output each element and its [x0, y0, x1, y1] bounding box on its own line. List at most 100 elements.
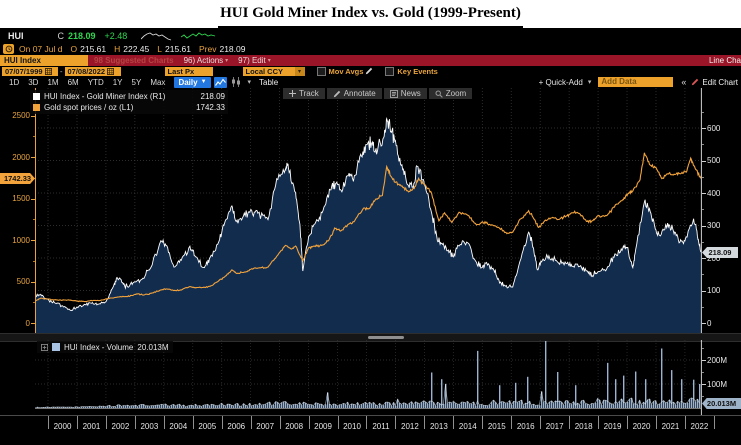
volume-axis-label: 200M — [707, 355, 728, 365]
menu-edit[interactable]: 97) Edit — [238, 56, 266, 65]
axis-tick — [33, 302, 35, 304]
calendar-icon — [107, 67, 115, 75]
right-axis-label: 0 — [707, 318, 712, 328]
currency-dropdown-icon[interactable]: ▾ — [294, 66, 305, 76]
menu-suggested-charts[interactable]: 98 Suggested Charts — [94, 56, 174, 65]
ticker-row: HUI C 218.09 +2.48 — [0, 30, 741, 42]
right-axis-label: 300 — [707, 221, 721, 230]
period-button-max[interactable]: Max — [150, 77, 166, 87]
x-axis-tick — [250, 416, 252, 429]
chart-region: HUI Index - Gold Miner Index (R1) 218.09… — [0, 88, 741, 445]
table-button[interactable]: Table — [259, 77, 279, 87]
x-axis-year-label: 2002 — [111, 422, 130, 431]
x-axis-year-label: 2003 — [140, 422, 159, 431]
x-axis-year-label: 2005 — [198, 422, 217, 431]
right-axis-label: 400 — [707, 188, 721, 198]
quick-add-caret-icon[interactable]: ▾ — [587, 79, 592, 86]
legend-item-gold[interactable]: Gold spot prices / oz (L1) 1742.33 — [33, 102, 225, 113]
collapse-button[interactable]: « — [681, 77, 687, 87]
left-axis-label: 2000 — [12, 152, 30, 162]
period-button-6m[interactable]: 6M — [67, 77, 79, 87]
period-button-1y[interactable]: 1Y — [112, 77, 123, 87]
frequency-select[interactable]: Daily ▼ — [174, 76, 211, 88]
open-label: O — [70, 43, 78, 54]
end-date-input[interactable]: 07/08/2022 — [64, 66, 121, 76]
news-icon — [389, 89, 398, 98]
menu-actions[interactable]: 96) Actions — [183, 56, 224, 65]
x-axis-year-label: 2010 — [343, 422, 361, 431]
mov-avgs-label: Mov Avgs — [328, 66, 364, 76]
annotate-button[interactable]: Annotate — [326, 88, 382, 99]
x-axis-year-label: 2018 — [574, 422, 593, 431]
volume-series-swatch — [52, 343, 60, 351]
period-button-1d[interactable]: 1D — [9, 77, 20, 87]
terminal-window: HUI C 218.09 +2.48 On 07 Jul d O 215.61 … — [0, 28, 741, 445]
gold-series-swatch — [33, 104, 40, 111]
divider-drag-handle[interactable] — [368, 336, 404, 339]
x-axis-year-label: 2022 — [690, 422, 709, 431]
hui-line — [35, 116, 702, 312]
chart-tools-toolbar: Track Annotate News Zoom — [283, 88, 473, 99]
x-axis-tick — [511, 416, 513, 429]
key-events-checkbox[interactable] — [385, 66, 395, 76]
quick-add-button[interactable]: + Quick-Add — [538, 77, 583, 87]
prev-label: Prev — [198, 43, 217, 54]
period-button-ytd[interactable]: YTD — [87, 77, 104, 87]
track-button[interactable]: Track — [283, 88, 325, 99]
period-button-5y[interactable]: 5Y — [131, 77, 142, 87]
legend-label: Gold spot prices / oz (L1) — [44, 103, 134, 112]
volume-chart-plot[interactable] — [35, 340, 702, 415]
line-chart-type-icon[interactable] — [213, 76, 227, 88]
legend-item-hui[interactable]: HUI Index - Gold Miner Index (R1) 218.09 — [33, 91, 225, 102]
x-axis-tick — [163, 416, 165, 429]
ticker-symbol: HUI — [8, 31, 24, 41]
start-date-value: 07/07/1999 — [5, 66, 43, 76]
price-chart-plot[interactable] — [35, 88, 702, 333]
x-axis-year-label: 2007 — [256, 422, 275, 431]
gold-line — [35, 152, 702, 303]
tool-label: Track — [299, 89, 319, 98]
axis-tick — [33, 136, 35, 138]
magnifier-icon — [435, 89, 443, 98]
axis-tick — [702, 360, 706, 361]
pencil-icon — [333, 90, 341, 98]
legend-value: 218.09 — [200, 92, 225, 101]
start-date-input[interactable]: 07/07/1999 — [2, 66, 58, 76]
news-button[interactable]: News — [383, 88, 427, 99]
caret-down-icon: ▾ — [225, 58, 229, 64]
plus-icon — [289, 90, 296, 97]
security-tab[interactable]: HUI Index — [0, 55, 88, 66]
ohlc-row: On 07 Jul d O 215.61 H 222.45 L 215.61 P… — [0, 43, 741, 54]
x-axis-tick — [482, 416, 484, 429]
x-axis-tick — [598, 416, 600, 429]
candlestick-chart-type-icon[interactable] — [230, 77, 243, 88]
panel-divider[interactable] — [0, 333, 741, 342]
add-data-input[interactable]: Add Data — [598, 77, 674, 87]
expand-icon[interactable] — [41, 343, 48, 351]
caret-down-icon: ▼ — [200, 78, 207, 85]
left-axis-label: 1500 — [12, 194, 30, 203]
alarm-clock-icon[interactable] — [3, 43, 14, 54]
chart-type-dropdown-icon[interactable]: ▾ — [247, 79, 252, 86]
price-field-select[interactable]: Last Px — [164, 66, 213, 76]
x-axis-year-label: 2004 — [169, 422, 188, 431]
end-date-value: 07/08/2022 — [67, 66, 106, 76]
mov-avgs-checkbox[interactable] — [316, 66, 326, 76]
period-button-1m[interactable]: 1M — [47, 77, 59, 87]
chart-legend: HUI Index - Gold Miner Index (R1) 218.09… — [30, 90, 228, 114]
x-axis-tick — [192, 416, 194, 429]
left-axis-label: 0 — [25, 318, 30, 328]
zoom-button[interactable]: Zoom — [428, 88, 473, 99]
tool-label: News — [400, 89, 421, 98]
period-button-3d[interactable]: 3D — [28, 77, 39, 87]
axis-tick — [31, 115, 35, 117]
price-change: +2.48 — [104, 31, 128, 41]
currency-select[interactable]: Local CCY — [242, 66, 295, 76]
x-axis-tick — [48, 416, 50, 429]
volume-axis-label: 100M — [707, 379, 728, 389]
axis-tick — [702, 176, 704, 178]
x-axis-year-label: 2019 — [603, 422, 622, 431]
x-axis: 2000 2001 2002 2003 2004 2005 2006 2007 2008 2009… — [0, 415, 741, 445]
axis-tick — [702, 348, 704, 349]
edit-chart-button[interactable]: Edit Chart — [702, 77, 738, 87]
